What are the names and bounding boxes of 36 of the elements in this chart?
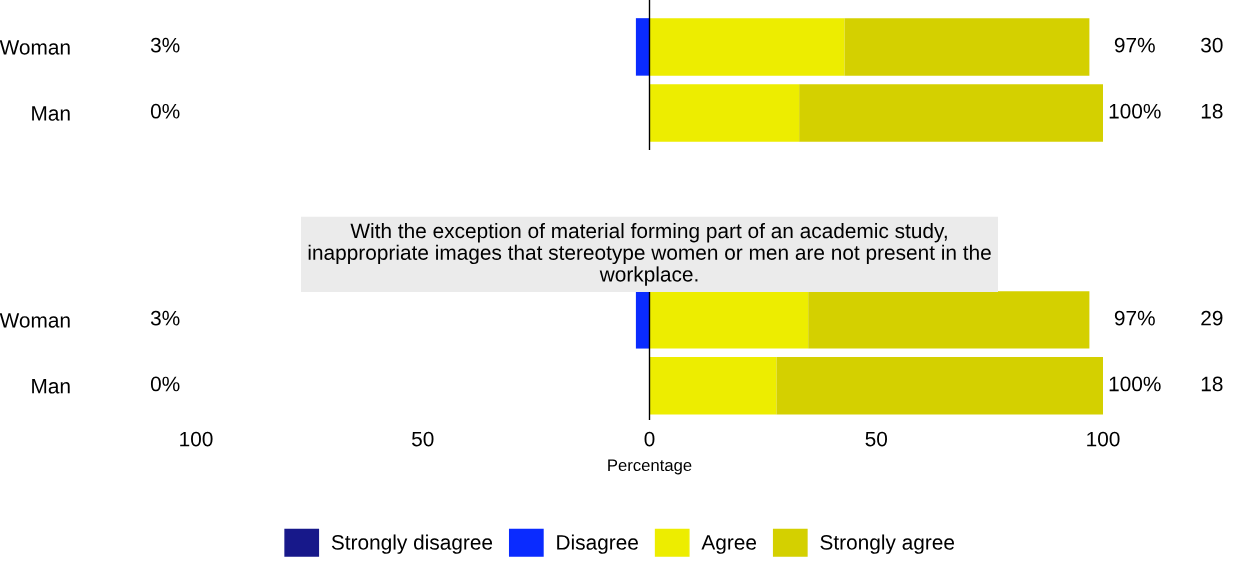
legend-label: Disagree — [557, 534, 638, 554]
text: 100% — [1109, 376, 1161, 392]
x-tick-label: 100 — [180, 431, 213, 447]
x-tick-label: 50 — [865, 431, 888, 447]
y-tick-label: Man — [32, 106, 70, 121]
text: 3% — [150, 310, 180, 326]
x-axis-title: Percentage — [608, 459, 692, 475]
x-tick-label: 100 — [1087, 431, 1120, 447]
text: 18 — [1201, 103, 1223, 119]
x-tick-label: 50 — [412, 431, 434, 447]
text: 30 — [1201, 37, 1223, 53]
text: 3% — [150, 37, 180, 53]
y-tick-label: Woman — [0, 313, 70, 328]
bar — [776, 357, 1103, 415]
bar — [635, 18, 650, 76]
text: 18 — [1201, 376, 1223, 392]
legend-label: Agree — [701, 535, 757, 554]
text: 97% — [1114, 310, 1155, 326]
chart-title: With the exception of material forming part of an academic study, inappropriate images that stereotype women or men are not present in the workplace. — [308, 222, 991, 286]
text: 97% — [1114, 37, 1155, 53]
text: 0% — [150, 103, 180, 119]
y-tick-label: Woman — [0, 40, 70, 55]
text: 100% — [1109, 103, 1161, 119]
text: 0% — [150, 376, 180, 392]
bar — [649, 357, 777, 415]
text: 29 — [1201, 310, 1223, 326]
y-tick-label: Man — [32, 378, 70, 394]
bar — [649, 291, 809, 349]
bar — [649, 18, 845, 76]
legend-label: Strongly agree — [820, 534, 955, 554]
bar — [635, 291, 650, 349]
bar — [799, 84, 1103, 142]
legend-label: Strongly disagree — [331, 534, 493, 554]
bar — [649, 84, 800, 142]
x-tick-label: 0 — [644, 431, 655, 447]
bar — [844, 18, 1090, 76]
